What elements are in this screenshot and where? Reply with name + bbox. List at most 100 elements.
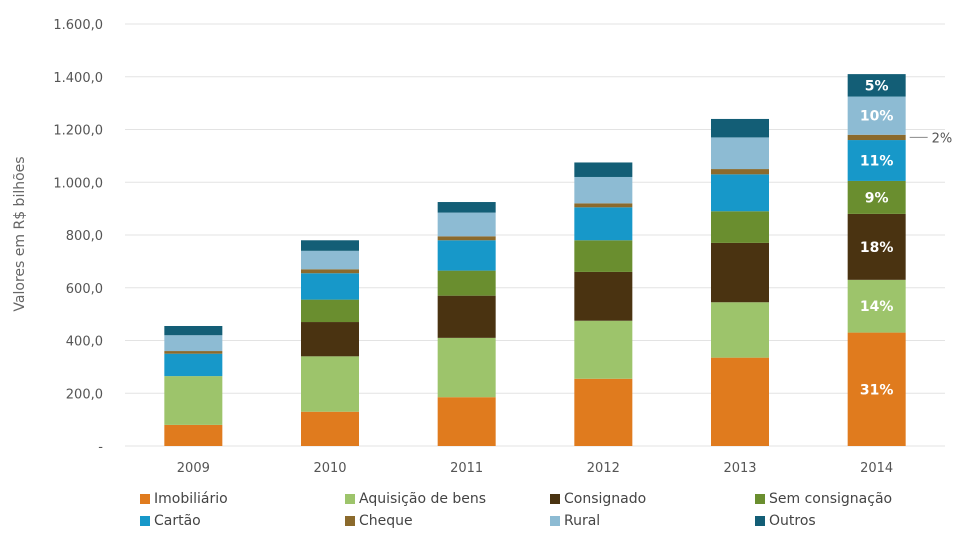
bar-segment	[164, 325, 223, 336]
x-tick-label: 2010	[313, 461, 346, 476]
bar-segment	[301, 250, 359, 270]
bar-segment	[164, 424, 223, 446]
legend-item: Cheque	[345, 513, 550, 529]
y-tick-label: 800,0	[66, 229, 103, 244]
legend-label: Cheque	[359, 513, 413, 529]
bar-segment	[711, 118, 769, 138]
legend-swatch	[140, 494, 150, 504]
legend-swatch	[140, 516, 150, 526]
bar-segment	[437, 202, 496, 213]
y-tick-label: 200,0	[66, 387, 103, 402]
legend-swatch	[755, 516, 765, 526]
legend-swatch	[345, 494, 355, 504]
y-axis-label: Valores em R$ bilhões	[12, 156, 28, 311]
bar-segment	[437, 212, 496, 237]
bar-segment	[164, 353, 223, 377]
y-axis-ticks: - 200,0 400,0 600,0 800,0 1.000,0 1.200,0 1.400…	[53, 18, 103, 455]
bar-segment	[711, 242, 769, 303]
bar-segment	[437, 236, 496, 241]
bar-segment	[847, 134, 906, 141]
bar-segment	[847, 96, 906, 135]
legend-item: Imobiliário	[140, 491, 345, 507]
legend-item: Consignado	[550, 491, 755, 507]
bar-segment	[847, 332, 906, 446]
data-label: 9%	[865, 190, 889, 206]
bar-segment	[847, 213, 906, 280]
bar-segment	[574, 320, 633, 379]
bar-segment	[437, 240, 496, 271]
x-tick-label: 2011	[450, 461, 483, 476]
data-label: 18%	[860, 240, 894, 256]
y-tick-label: 1.600,0	[53, 18, 103, 33]
bar-segment	[847, 140, 906, 181]
x-tick-label: 2014	[860, 461, 893, 476]
bar-segment	[574, 203, 633, 208]
bar-segment	[437, 337, 496, 398]
bar-segment	[711, 169, 769, 175]
bar-segment	[847, 279, 906, 333]
bar-segment	[574, 176, 633, 204]
legend-label: Rural	[564, 513, 601, 529]
data-label: 2%	[932, 131, 953, 146]
data-label: 10%	[860, 109, 894, 125]
bar-segment	[574, 271, 633, 321]
legend-item: Sem consignação	[755, 491, 940, 507]
legend-label: Outros	[769, 513, 816, 529]
legend-item: Outros	[755, 513, 940, 529]
y-tick-label: 1.400,0	[53, 71, 103, 86]
legend-swatch	[345, 516, 355, 526]
bar-segment	[437, 295, 496, 338]
bar-segment	[847, 180, 906, 214]
legend-label: Aquisição de bens	[359, 491, 487, 507]
legend-label: Sem consignação	[769, 491, 893, 507]
bar-segment	[437, 397, 496, 446]
y-tick-label: 400,0	[66, 335, 103, 350]
bar-segment	[164, 376, 223, 425]
bar-segment	[301, 411, 359, 446]
bar-segment	[437, 270, 496, 296]
bar-segment	[574, 378, 633, 446]
data-label: 11%	[860, 153, 894, 169]
legend-label: Imobiliário	[154, 491, 228, 507]
legend-swatch	[550, 516, 560, 526]
data-label: 14%	[860, 299, 894, 315]
bar-segment	[711, 211, 769, 243]
x-tick-label: 2012	[587, 461, 620, 476]
bars	[164, 74, 906, 446]
bar-segment	[711, 357, 769, 446]
bar-segment	[301, 299, 359, 323]
data-label: 31%	[860, 382, 894, 398]
gridlines	[125, 23, 945, 447]
legend-label: Consignado	[564, 491, 647, 507]
bar-segment	[711, 302, 769, 358]
bar-segment	[164, 351, 223, 354]
x-axis-ticks: 2009 2010 2011 2012 2013 2014	[177, 461, 893, 476]
x-tick-label: 2013	[723, 461, 756, 476]
bar-segment	[711, 137, 769, 170]
bar-segment	[711, 174, 769, 212]
legend-label: Cartão	[154, 513, 201, 529]
stacked-bar-chart: - 200,0 400,0 600,0 800,0 1.000,0 1.200,0 1.400…	[12, 18, 952, 476]
legend-swatch	[550, 494, 560, 504]
y-tick-label: -	[98, 440, 103, 455]
y-tick-label: 600,0	[66, 282, 103, 297]
bar-segment	[301, 322, 359, 357]
data-labels: 31% 14% 18% 9% 11% 10% 5% 2%	[860, 78, 952, 398]
bar-segment	[574, 162, 633, 177]
legend-item: Rural	[550, 513, 755, 529]
y-tick-label: 1.200,0	[53, 124, 103, 139]
bar-segment	[301, 356, 359, 412]
legend-item: Aquisição de bens	[345, 491, 550, 507]
bar-segment	[301, 273, 359, 300]
bar-segment	[301, 240, 359, 251]
legend: Imobiliário Aquisição de bens Consignado Se…	[140, 491, 940, 529]
y-tick-label: 1.000,0	[53, 176, 103, 191]
bar-segment	[301, 269, 359, 274]
data-label: 5%	[865, 78, 889, 94]
legend-item: Cartão	[140, 513, 345, 529]
bar-segment	[574, 240, 633, 272]
bar-segment	[574, 207, 633, 241]
bar-segment	[847, 74, 906, 97]
legend-swatch	[755, 494, 765, 504]
x-tick-label: 2009	[177, 461, 210, 476]
